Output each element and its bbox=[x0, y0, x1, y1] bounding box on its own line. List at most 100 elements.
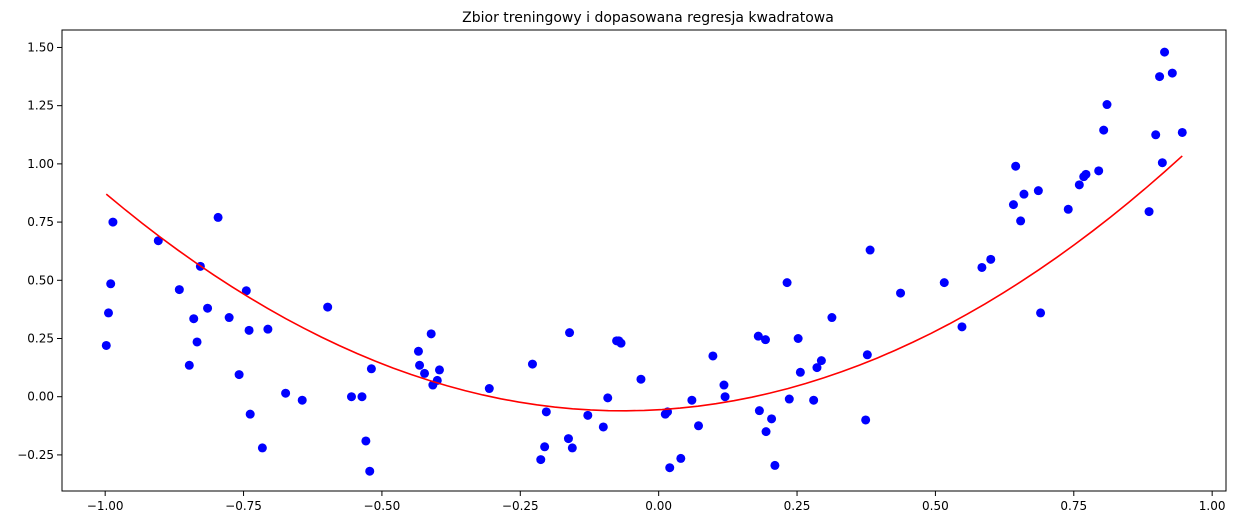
data-point bbox=[1099, 125, 1109, 135]
y-tick-label: 1.50 bbox=[27, 40, 54, 54]
data-point bbox=[1094, 166, 1104, 176]
x-tick-label: −1.00 bbox=[87, 499, 124, 513]
data-point bbox=[753, 331, 763, 341]
data-point bbox=[213, 212, 223, 222]
data-point bbox=[323, 302, 333, 312]
data-point bbox=[795, 367, 805, 377]
data-point bbox=[760, 335, 770, 345]
data-point bbox=[809, 395, 819, 405]
data-point bbox=[782, 278, 792, 288]
data-point bbox=[986, 254, 996, 264]
data-point bbox=[541, 407, 551, 417]
data-point bbox=[281, 388, 291, 398]
data-point bbox=[241, 286, 251, 296]
data-point bbox=[1102, 100, 1112, 110]
data-point bbox=[665, 463, 675, 473]
data-point bbox=[484, 384, 494, 394]
data-point bbox=[793, 334, 803, 343]
data-point bbox=[565, 328, 575, 338]
data-point bbox=[1074, 180, 1084, 190]
data-point bbox=[224, 313, 234, 323]
y-tick-label: −0.25 bbox=[17, 448, 54, 462]
data-point bbox=[415, 360, 425, 370]
x-tick-label: −0.50 bbox=[364, 499, 401, 513]
data-point bbox=[770, 460, 780, 470]
data-point bbox=[244, 325, 254, 335]
data-point bbox=[1167, 68, 1177, 78]
data-point bbox=[1160, 47, 1170, 57]
data-point bbox=[636, 374, 646, 384]
y-tick-label: 0.75 bbox=[27, 215, 54, 229]
data-point bbox=[192, 337, 202, 347]
x-tick-label: 0.50 bbox=[922, 499, 949, 513]
data-point bbox=[101, 340, 111, 350]
plot-frame bbox=[61, 29, 1227, 492]
data-point bbox=[567, 443, 577, 453]
data-point bbox=[1019, 189, 1029, 199]
data-point bbox=[1081, 169, 1091, 179]
y-tick-label: 0.25 bbox=[27, 331, 54, 345]
data-point bbox=[598, 422, 608, 432]
x-tick-label: −0.25 bbox=[502, 499, 539, 513]
data-point bbox=[784, 394, 794, 404]
data-point bbox=[1011, 161, 1021, 171]
data-point bbox=[1063, 204, 1073, 214]
data-point bbox=[245, 409, 255, 419]
data-point bbox=[434, 365, 444, 375]
data-point bbox=[1151, 130, 1161, 140]
x-tick-label: 1.00 bbox=[1199, 499, 1226, 513]
x-tick-label: 0.75 bbox=[1060, 499, 1087, 513]
axes: −1.00 −0.75 −0.50 −0.25 0.00 0.25 0.50 0.75 1.00… bbox=[17, 29, 1227, 513]
data-point bbox=[977, 262, 987, 272]
data-point bbox=[527, 359, 537, 369]
data-point bbox=[827, 313, 837, 323]
data-point bbox=[583, 410, 593, 420]
y-tick-label: 0.00 bbox=[27, 390, 54, 404]
data-point bbox=[1157, 158, 1167, 168]
data-point bbox=[939, 278, 949, 288]
data-point bbox=[896, 288, 906, 298]
y-tick-label: 1.25 bbox=[27, 99, 54, 113]
data-point bbox=[957, 322, 967, 332]
data-point bbox=[103, 308, 113, 318]
data-point bbox=[106, 279, 116, 289]
data-point bbox=[1008, 200, 1018, 210]
data-point bbox=[108, 217, 118, 227]
data-point bbox=[1033, 186, 1043, 196]
data-point bbox=[357, 392, 367, 402]
x-tick-label: −0.75 bbox=[225, 499, 262, 513]
data-point bbox=[754, 406, 764, 416]
data-point bbox=[426, 329, 436, 339]
data-point bbox=[536, 455, 546, 465]
chart-title: Zbior treningowy i dopasowana regresja k… bbox=[462, 10, 834, 26]
data-point bbox=[708, 351, 718, 361]
data-point bbox=[263, 324, 273, 334]
data-point bbox=[767, 414, 777, 424]
data-point bbox=[413, 346, 423, 356]
data-point bbox=[761, 427, 771, 437]
plot-area bbox=[101, 47, 1187, 476]
fit-line bbox=[105, 155, 1183, 412]
data-point bbox=[563, 434, 573, 444]
data-point bbox=[687, 395, 697, 405]
data-point bbox=[366, 364, 376, 374]
data-point bbox=[1155, 72, 1165, 82]
data-point bbox=[540, 442, 550, 452]
data-point bbox=[153, 236, 163, 246]
data-point bbox=[719, 380, 729, 390]
data-point bbox=[676, 453, 686, 463]
data-point bbox=[1144, 207, 1154, 217]
data-point bbox=[174, 285, 184, 295]
data-point bbox=[189, 314, 199, 324]
data-point bbox=[420, 368, 430, 378]
x-tick-label: 0.25 bbox=[784, 499, 811, 513]
data-point bbox=[203, 303, 213, 313]
data-point bbox=[1177, 127, 1187, 137]
data-point bbox=[616, 338, 626, 348]
data-point bbox=[865, 245, 875, 255]
data-point bbox=[694, 421, 704, 431]
y-tick-label: 0.50 bbox=[27, 273, 54, 287]
data-point bbox=[346, 392, 356, 402]
data-point bbox=[1036, 308, 1046, 318]
